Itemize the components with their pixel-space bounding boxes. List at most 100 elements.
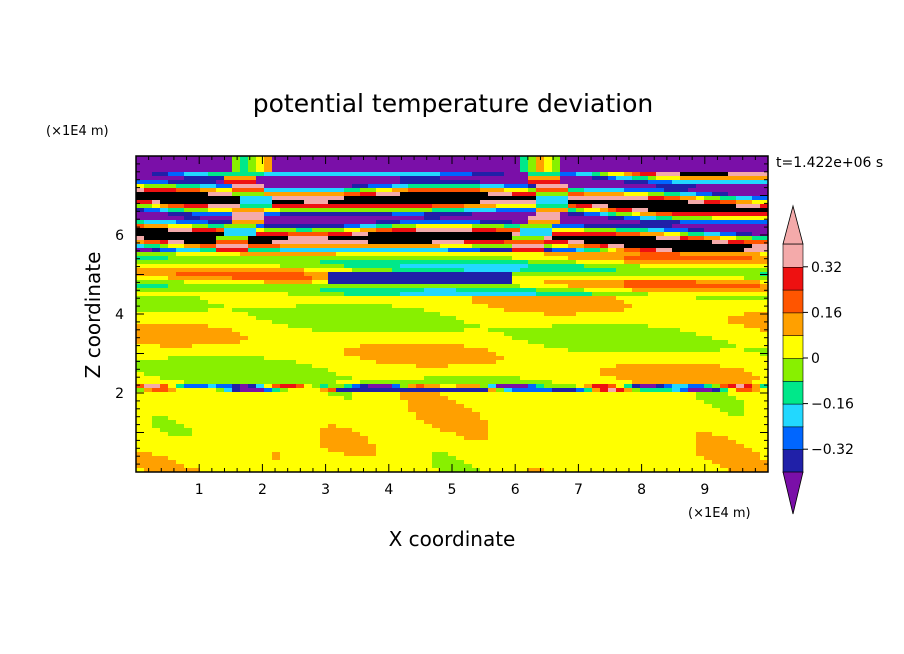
contour-cell [544,392,553,397]
contour-cell [552,216,561,221]
contour-cell [600,272,609,277]
contour-cell [456,400,465,405]
contour-cell [208,356,217,361]
contour-cell [456,296,465,301]
contour-cell [328,248,337,253]
contour-cell [616,400,625,405]
contour-cell [200,312,209,317]
contour-cell [216,268,225,273]
contour-cell [352,300,361,305]
contour-cell [448,196,457,201]
contour-cell [384,308,393,313]
contour-cell [496,172,505,177]
contour-cell [240,332,249,337]
contour-cell [208,344,217,349]
contour-cell [256,276,265,281]
contour-cell [640,212,649,217]
contour-cell [344,256,353,261]
contour-cell [368,160,377,165]
contour-cell [600,384,609,389]
contour-cell [208,360,217,365]
contour-cell [720,208,729,213]
contour-cell [680,296,689,301]
contour-cell [616,216,625,221]
contour-cell [184,220,193,225]
contour-cell [152,188,161,193]
contour-cell [752,236,761,241]
contour-cell [680,312,689,317]
contour-cell [392,160,401,165]
contour-cell [264,280,273,285]
contour-cell [240,392,249,397]
contour-cell [432,396,441,401]
contour-cell [376,156,385,161]
contour-cell [624,268,633,273]
contour-cell [240,168,249,173]
contour-cell [296,184,305,189]
contour-cell [504,376,513,381]
contour-cell [496,188,505,193]
contour-cell [440,264,449,269]
contour-cell [608,228,617,233]
contour-cell [472,308,481,313]
contour-cell [264,232,273,237]
contour-cell [648,384,657,389]
contour-cell [576,388,585,393]
contour-cell [208,224,217,229]
contour-cell [272,328,281,333]
contour-cell [632,216,641,221]
contour-cell [256,172,265,177]
contour-cell [568,232,577,237]
contour-cell [728,324,737,329]
contour-cell [672,360,681,365]
contour-cell [744,256,753,261]
contour-cell [696,260,705,265]
contour-cell [328,380,337,385]
contour-cell [648,268,657,273]
contour-cell [216,300,225,305]
contour-cell [512,172,521,177]
contour-cell [568,244,577,249]
contour-cell [512,192,521,197]
contour-cell [440,352,449,357]
contour-cell [256,348,265,353]
contour-cell [344,364,353,369]
contour-cell [656,316,665,321]
contour-cell [528,200,537,205]
contour-cell [576,248,585,253]
contour-cell [592,388,601,393]
contour-cell [504,156,513,161]
contour-cell [464,244,473,249]
contour-cell [232,340,241,345]
contour-cell [304,268,313,273]
contour-cell [200,192,209,197]
contour-cell [424,192,433,197]
contour-cell [544,344,553,349]
contour-cell [336,200,345,205]
contour-cell [456,368,465,373]
contour-cell [624,356,633,361]
contour-cell [208,196,217,201]
contour-cell [472,292,481,297]
contour-cell [328,228,337,233]
contour-cell [720,280,729,285]
contour-cell [584,380,593,385]
contour-cell [248,156,257,161]
contour-cell [360,340,369,345]
contour-cell [488,244,497,249]
contour-cell [616,304,625,309]
contour-cell [704,252,713,257]
contour-cell [488,276,497,281]
contour-cell [680,348,689,353]
contour-cell [184,332,193,337]
contour-cell [176,328,185,333]
contour-cell [224,176,233,181]
contour-cell [392,256,401,261]
contour-cell [752,256,761,261]
contour-cell [192,356,201,361]
contour-cell [368,236,377,241]
contour-cell [280,156,289,161]
contour-cell [592,312,601,317]
contour-cell [576,200,585,205]
contour-cell [512,168,521,173]
